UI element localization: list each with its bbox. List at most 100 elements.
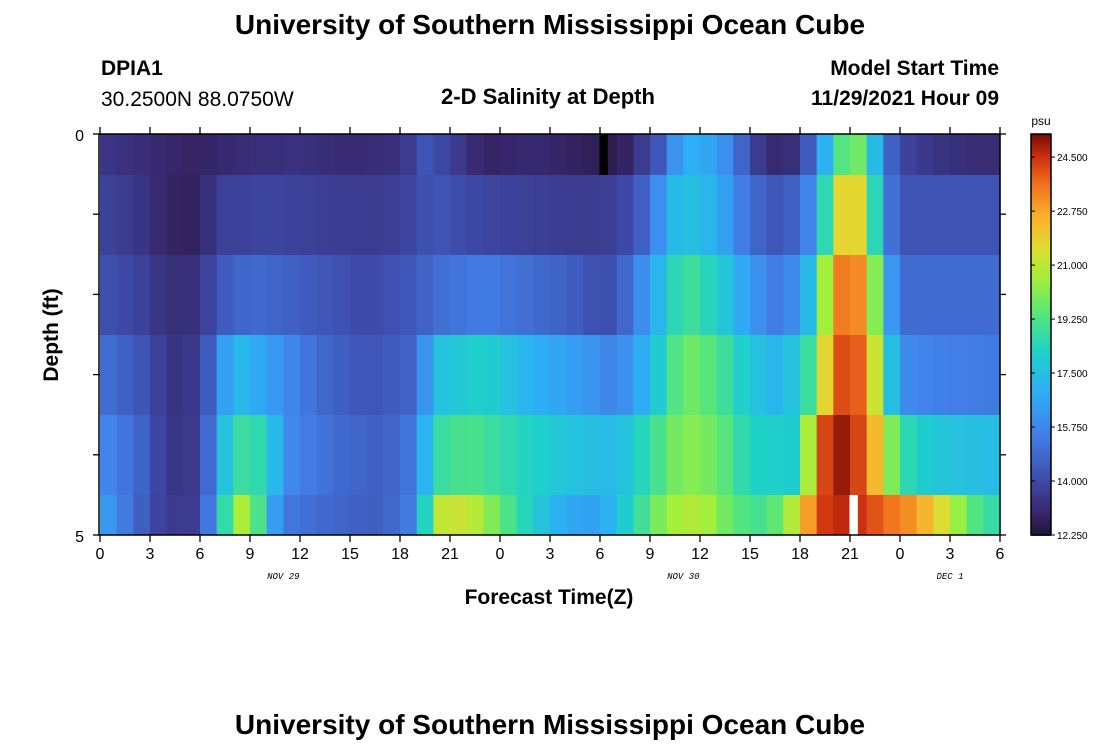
heatmap-cell [466,415,484,495]
heatmap-cell [766,134,784,175]
heatmap-cell [316,134,334,175]
colorbar-segment [1031,211,1051,215]
colorbar-segment [1031,179,1051,183]
x-tick-label: 0 [496,546,505,563]
colorbar-segment [1031,432,1051,436]
heatmap-cell [633,415,651,495]
heatmap-cell [283,255,301,335]
missing-data-cell [599,134,608,175]
heatmap-cell [350,134,368,175]
heatmap-cell [533,335,551,415]
heatmap-cell [716,134,734,175]
heatmap-cell [866,134,884,175]
heatmap-cell [666,495,684,535]
heatmap-cell [266,335,284,415]
heatmap-cell [966,175,984,255]
colorbar-segment [1031,181,1051,185]
heatmap-cell [516,415,534,495]
heatmap-cell [433,134,451,175]
x-tick-label: 21 [441,546,459,563]
colorbar-segment [1031,417,1051,421]
heatmap-cell [666,255,684,335]
heatmap-cell [716,495,734,535]
heatmap-cell [450,255,468,335]
x-tick-label: 3 [946,546,955,563]
colorbar-segment [1031,469,1051,474]
heatmap-cell [366,335,384,415]
heatmap-cell [833,495,851,535]
heatmap-cell [416,495,434,535]
heatmap-cell [100,175,118,255]
colorbar-segment [1031,154,1051,158]
heatmap-cell [950,335,968,415]
heatmap-cell [783,255,801,335]
heatmap-cell [633,495,651,535]
colorbar-segment [1031,494,1051,499]
colorbar-segment [1031,392,1051,396]
heatmap-cell [966,134,984,175]
heatmap-cell [900,335,918,415]
heatmap-cell [833,134,851,175]
colorbar-segment [1031,364,1051,368]
heatmap-cell [700,415,718,495]
colorbar-segment [1031,427,1051,431]
heatmap-cell [583,175,601,255]
colorbar-segment [1031,169,1051,173]
heatmap-cell [250,495,268,535]
heatmap-cell [650,255,668,335]
heatmap-cell [416,415,434,495]
heatmap-cell [100,495,118,535]
heatmap-cell [516,175,534,255]
colorbar-segment [1031,507,1051,511]
colorbar-segment [1031,149,1051,153]
colorbar-segment [1031,194,1051,198]
colorbar-segment [1031,206,1051,210]
heatmap-cell [683,415,701,495]
heatmap-cell [683,255,701,335]
heatmap-cell [150,415,168,495]
colorbar-segment [1031,331,1051,336]
colorbar-segment [1031,404,1051,408]
heatmap-cell [333,495,351,535]
colorbar-segment [1031,321,1051,326]
colorbar-segment [1031,512,1051,516]
heatmap-cell [716,255,734,335]
x-tick-label: 9 [646,546,655,563]
colorbar-segment [1031,514,1051,519]
heatmap-cell [166,134,184,175]
colorbar-segment [1031,449,1051,454]
heatmap-cell [600,175,618,255]
heatmap-cell [866,335,884,415]
heatmap-cell [583,134,601,175]
heatmap-cell [550,134,568,175]
heatmap-cell [966,415,984,495]
colorbar-segment [1031,226,1051,231]
heatmap-cell [800,415,818,495]
heatmap-cell [400,175,418,255]
heatmap-cell [450,335,468,415]
colorbar-segment [1031,251,1051,256]
heatmap-cell [416,175,434,255]
heatmap-cell [466,495,484,535]
heatmap-cell [116,335,134,415]
colorbar-segment [1031,339,1051,343]
colorbar-segment [1031,347,1051,351]
heatmap-cell [616,255,634,335]
heatmap-cell [150,134,168,175]
heatmap-cell [533,495,551,535]
colorbar-segment [1031,529,1051,534]
heatmap-cell [383,495,401,535]
colorbar-segment [1031,459,1051,464]
heatmap-cell [850,415,868,495]
colorbar-segment [1031,271,1051,276]
heatmap-layer [100,495,1001,535]
colorbar-segment [1031,464,1051,469]
heatmap-cell [333,415,351,495]
heatmap-cell [483,495,501,535]
colorbar-segment [1031,311,1051,316]
colorbar-segment [1031,234,1051,238]
colorbar-segment [1031,422,1051,426]
colorbar-segment [1031,184,1051,188]
colorbar-segment [1031,477,1051,481]
heatmap-cell [766,255,784,335]
